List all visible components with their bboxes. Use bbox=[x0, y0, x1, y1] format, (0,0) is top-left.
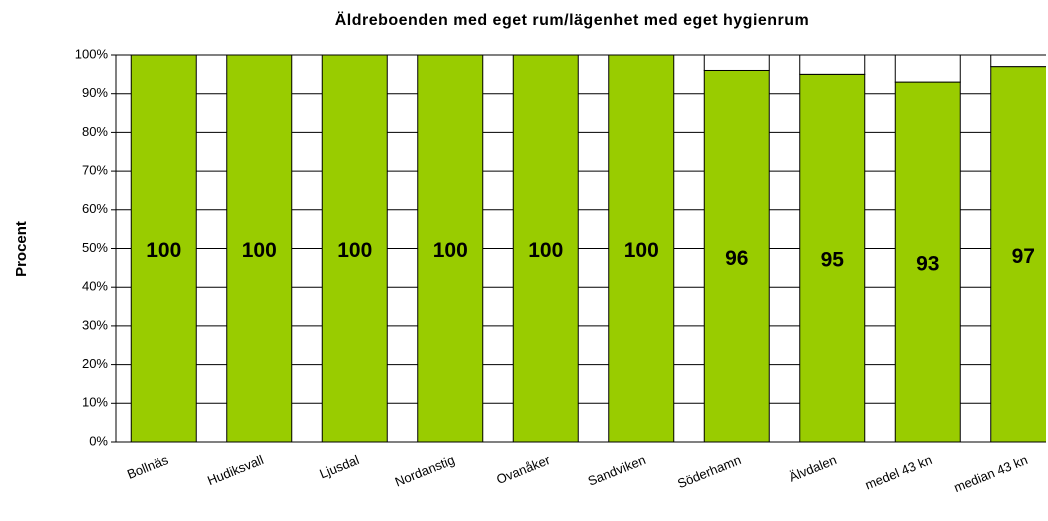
bar-segment bbox=[608, 54, 675, 443]
x-tick-label: medel 43 kn bbox=[863, 452, 934, 492]
y-tick-label: 50% bbox=[82, 240, 108, 255]
x-tick-label: Nordanstig bbox=[393, 452, 457, 489]
bar-segment bbox=[990, 66, 1046, 443]
bar-segment bbox=[512, 54, 579, 443]
y-tick-label: 10% bbox=[82, 395, 108, 410]
x-tick-label: Älvdalen bbox=[787, 452, 839, 485]
bar-segment bbox=[894, 54, 961, 83]
y-axis-title: Procent bbox=[13, 221, 30, 277]
y-tick-label: 60% bbox=[82, 201, 108, 216]
value-label: 100 bbox=[146, 239, 181, 262]
bars bbox=[130, 54, 1046, 443]
y-tick-label: 0% bbox=[89, 433, 108, 448]
value-label: 97 bbox=[1012, 245, 1035, 268]
value-label: 100 bbox=[242, 239, 277, 262]
bar-segment bbox=[130, 54, 197, 443]
bar-segment bbox=[703, 54, 770, 71]
value-label: 100 bbox=[433, 239, 468, 262]
bar-segment bbox=[226, 54, 293, 443]
value-label: 93 bbox=[916, 253, 939, 276]
y-tick-label: 100% bbox=[75, 46, 109, 61]
bar-segment bbox=[799, 54, 866, 75]
bar-segment bbox=[894, 81, 961, 443]
y-tick-label: 30% bbox=[82, 317, 108, 332]
bar-segment bbox=[703, 69, 770, 443]
value-label: 100 bbox=[337, 239, 372, 262]
value-label: 96 bbox=[725, 247, 748, 270]
x-tick-label: Bollnäs bbox=[125, 452, 171, 482]
x-tick-label: Hudiksvall bbox=[205, 452, 266, 488]
y-tick-label: 70% bbox=[82, 163, 108, 178]
y-tick-label: 80% bbox=[82, 124, 108, 139]
y-tick-label: 40% bbox=[82, 279, 108, 294]
bar-segment bbox=[990, 54, 1046, 68]
value-label: 100 bbox=[624, 239, 659, 262]
y-tick-label: 90% bbox=[82, 85, 108, 100]
x-tick-label: median 43 kn bbox=[952, 452, 1030, 495]
bar-segment bbox=[417, 54, 484, 443]
x-tick-label: Sandviken bbox=[586, 452, 648, 489]
x-tick-label: Ovanåker bbox=[494, 452, 552, 487]
x-tick-label: Söderhamn bbox=[675, 452, 743, 491]
y-tick-label: 20% bbox=[82, 356, 108, 371]
value-label: 95 bbox=[821, 249, 845, 272]
x-tick-label: Ljusdal bbox=[317, 452, 361, 481]
chart-title: Äldreboenden med eget rum/lägenhet med e… bbox=[335, 11, 810, 29]
value-label: 100 bbox=[528, 239, 563, 262]
bar-segment bbox=[321, 54, 388, 443]
